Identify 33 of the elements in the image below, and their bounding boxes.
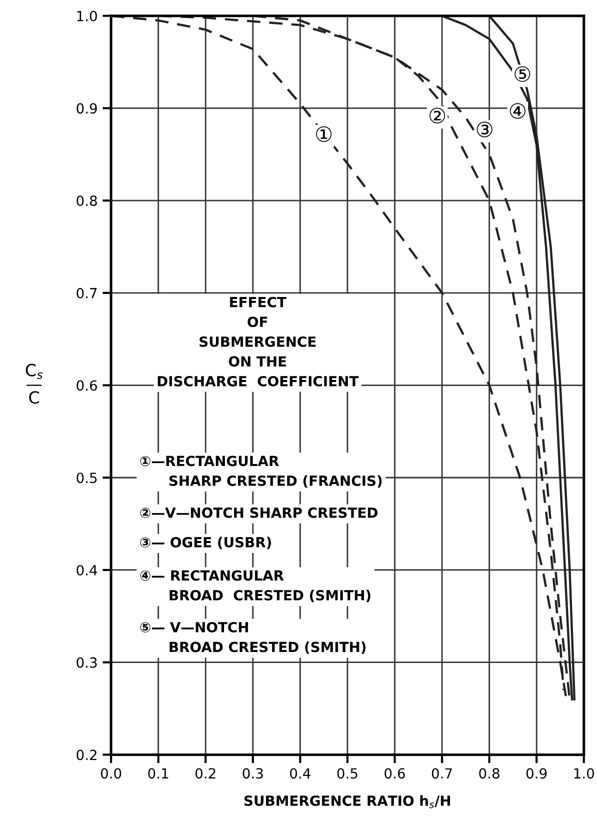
y-tick-label: 0.8 [76,196,97,206]
x-tick-label: 0.6 [384,768,405,779]
annotation: ①—RECTANGULAR SHARP CRESTED (FRANCIS) [140,456,382,488]
x-tick-label: 0.2 [195,768,216,779]
y-axis-title: C$_{s}$ — C [26,364,43,404]
annotation: ② [430,108,446,124]
y-tick-label: 0.4 [76,564,98,576]
y-tick-label: 0.9 [76,103,97,114]
x-tick-label: 0.8 [479,768,500,779]
x-tick-label: 0.9 [526,768,547,779]
y-tick-label: 0.2 [76,750,96,760]
annotation: ④— RECTANGULAR BROAD CRESTED (SMITH) [140,570,370,602]
annotation: ④ [510,103,526,119]
y-tick-label: 0.5 [76,472,97,484]
annotation: EFFECT OF SUBMERGENCE ON THE DISCHARGE COEFFICIENT [158,296,359,386]
annotation: ③— OGEE (USBR) [140,536,271,550]
x-tick-label: 1.0 [574,768,594,779]
annotation: ③ [476,122,492,138]
y-tick-label: 0.7 [76,288,97,298]
y-tick-label: 1.0 [77,10,97,22]
annotation: ⑤ [514,66,530,82]
x-axis-title: SUBMERGENCE RATIO h$_{s}$/H [244,795,450,808]
annotation: ① [316,126,332,142]
x-tick-label: 0.7 [432,768,452,779]
x-tick-label: 0.4 [290,768,310,779]
annotation: ②—V—NOTCH SHARP CRESTED [140,507,378,518]
x-tick-label: 0.3 [242,768,263,779]
annotation: ⑤— V—NOTCH BROAD CRESTED (SMITH) [140,622,366,654]
y-tick-label: 0.3 [76,657,97,668]
x-tick-label: 0.5 [337,768,358,779]
y-tick-label: 0.6 [76,380,97,391]
x-tick-label: 0.1 [148,768,168,779]
x-tick-label: 0.0 [100,768,122,779]
